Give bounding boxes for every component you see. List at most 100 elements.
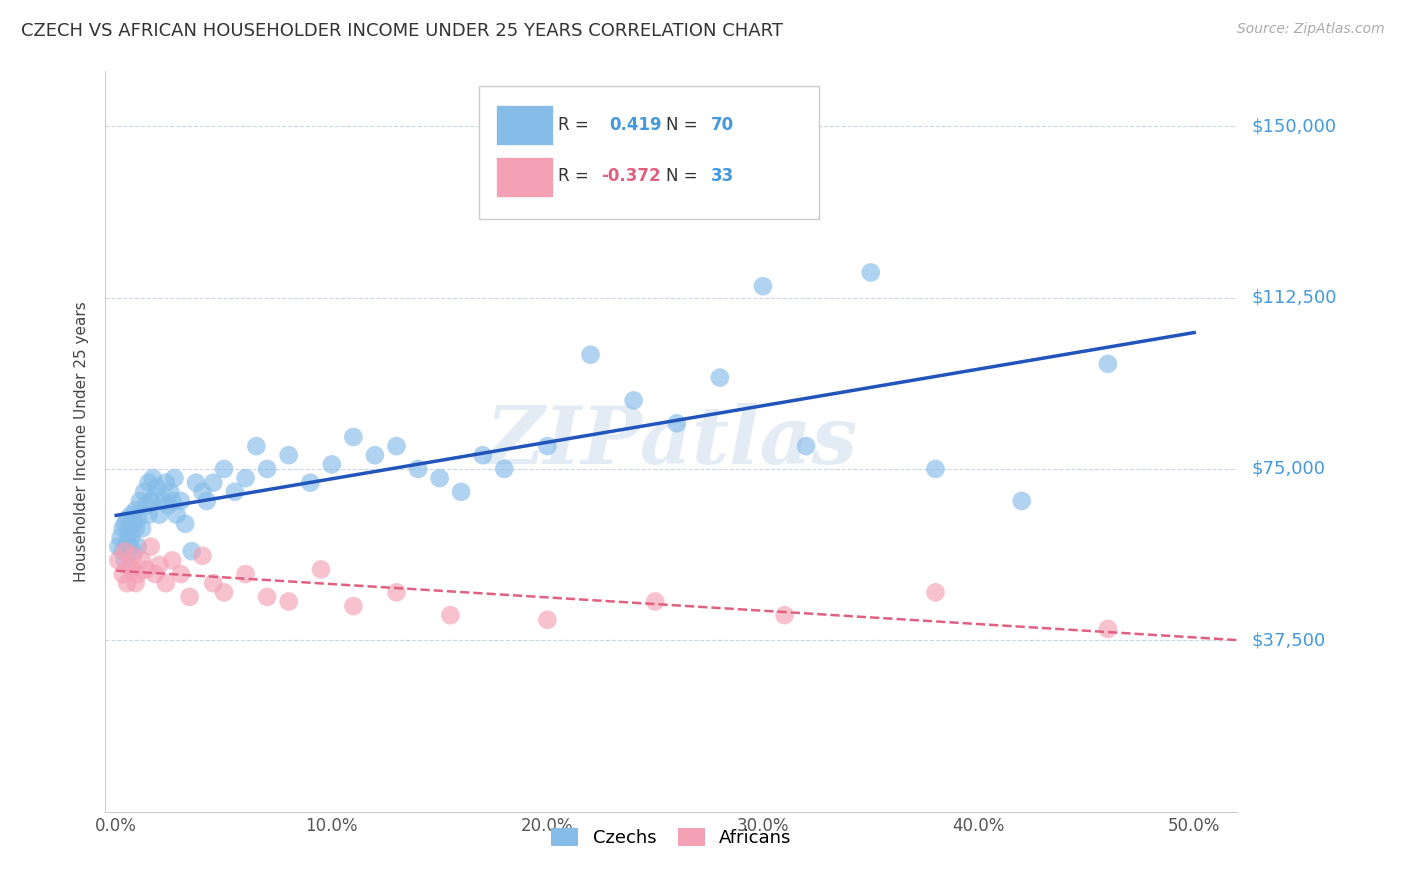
Point xyxy=(471,448,494,462)
Point xyxy=(342,599,364,613)
Point xyxy=(127,567,149,582)
Text: -0.372: -0.372 xyxy=(602,168,661,186)
Point xyxy=(135,562,157,576)
Point xyxy=(299,475,322,490)
Point xyxy=(139,540,162,554)
Point xyxy=(111,544,134,558)
Point xyxy=(115,512,138,526)
Point xyxy=(439,608,461,623)
Point xyxy=(120,508,142,522)
Point xyxy=(623,393,645,408)
Point xyxy=(120,562,142,576)
Point xyxy=(170,567,193,582)
Point xyxy=(859,265,882,279)
Point xyxy=(135,499,157,513)
Point xyxy=(342,430,364,444)
Point xyxy=(107,540,129,554)
Point xyxy=(138,508,160,522)
Point xyxy=(202,475,225,490)
Point xyxy=(131,553,153,567)
Point xyxy=(191,484,214,499)
Point xyxy=(191,549,214,563)
Point xyxy=(148,508,170,522)
Point xyxy=(170,494,193,508)
Point xyxy=(309,562,332,576)
FancyBboxPatch shape xyxy=(479,87,818,219)
Point xyxy=(536,613,558,627)
Point xyxy=(256,590,278,604)
Text: $112,500: $112,500 xyxy=(1251,289,1337,307)
Point xyxy=(256,462,278,476)
Point xyxy=(450,484,472,499)
Point xyxy=(174,516,197,531)
Point xyxy=(122,516,145,531)
Point xyxy=(148,558,170,572)
Point xyxy=(277,448,299,462)
Point xyxy=(773,608,796,623)
Point xyxy=(1097,622,1119,636)
Point xyxy=(494,462,516,476)
Y-axis label: Householder Income Under 25 years: Householder Income Under 25 years xyxy=(75,301,90,582)
Point xyxy=(166,508,188,522)
Point xyxy=(579,348,602,362)
Point xyxy=(156,499,179,513)
Point xyxy=(536,439,558,453)
Text: R =: R = xyxy=(558,168,595,186)
Point xyxy=(644,594,666,608)
Point xyxy=(124,503,146,517)
Point xyxy=(122,544,145,558)
Point xyxy=(752,279,775,293)
Point xyxy=(127,512,149,526)
Point xyxy=(665,417,688,431)
Point xyxy=(1011,494,1033,508)
Point xyxy=(107,553,129,567)
Point xyxy=(1097,357,1119,371)
Point xyxy=(385,439,408,453)
Text: 0.419: 0.419 xyxy=(609,116,662,134)
Point xyxy=(179,590,201,604)
Point xyxy=(162,553,184,567)
Legend: Czechs, Africans: Czechs, Africans xyxy=(544,821,799,855)
Point xyxy=(114,544,136,558)
Point xyxy=(120,531,142,545)
Point xyxy=(195,494,218,508)
Point xyxy=(235,471,257,485)
Text: N =: N = xyxy=(665,168,703,186)
Point xyxy=(212,585,235,599)
Point xyxy=(794,439,817,453)
Point xyxy=(159,484,181,499)
Point xyxy=(152,494,174,508)
Text: $75,000: $75,000 xyxy=(1251,460,1326,478)
Text: 33: 33 xyxy=(711,168,734,186)
Point xyxy=(184,475,207,490)
Point xyxy=(364,448,387,462)
Point xyxy=(155,576,177,591)
Point xyxy=(115,535,138,549)
Point xyxy=(406,462,429,476)
Text: Source: ZipAtlas.com: Source: ZipAtlas.com xyxy=(1237,22,1385,37)
Point xyxy=(212,462,235,476)
Text: $150,000: $150,000 xyxy=(1251,117,1336,136)
Point xyxy=(146,480,169,494)
Point xyxy=(142,471,165,485)
Point xyxy=(162,494,184,508)
Point xyxy=(138,475,160,490)
FancyBboxPatch shape xyxy=(496,156,553,197)
Point xyxy=(111,521,134,535)
Point xyxy=(139,494,162,508)
Point xyxy=(118,525,141,540)
Text: CZECH VS AFRICAN HOUSEHOLDER INCOME UNDER 25 YEARS CORRELATION CHART: CZECH VS AFRICAN HOUSEHOLDER INCOME UNDE… xyxy=(21,22,783,40)
Point xyxy=(277,594,299,608)
Point xyxy=(155,475,177,490)
Point xyxy=(118,558,141,572)
Point xyxy=(709,370,731,384)
Point xyxy=(235,567,257,582)
Point xyxy=(245,439,267,453)
Text: R =: R = xyxy=(558,116,599,134)
Text: N =: N = xyxy=(665,116,703,134)
Point xyxy=(118,540,141,554)
Point xyxy=(924,585,946,599)
Point xyxy=(202,576,225,591)
Point xyxy=(114,516,136,531)
Point xyxy=(131,521,153,535)
